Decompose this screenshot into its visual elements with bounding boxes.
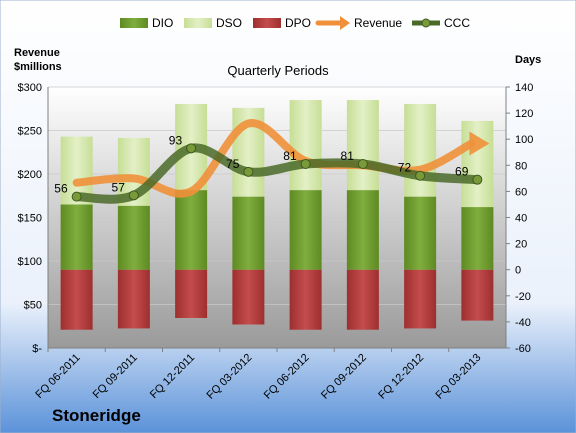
left-tick-label: $200 xyxy=(18,169,42,181)
bar-dio xyxy=(461,207,494,270)
legend-label-dpo: DPO xyxy=(285,16,311,30)
bar-dio xyxy=(117,205,150,270)
left-axis-title-line2: $millions xyxy=(14,61,62,73)
right-tick-label: -60 xyxy=(515,343,531,355)
right-tick-label: -40 xyxy=(515,317,531,329)
labels-group: 56 57 93 75 81 81 72 69 xyxy=(54,133,468,195)
bars-group xyxy=(60,100,494,330)
bar-dpo xyxy=(175,269,208,318)
right-axis-title: Days xyxy=(515,54,541,66)
bar-dio xyxy=(60,204,93,270)
right-tick-label: 80 xyxy=(515,160,527,172)
legend-item-revenue: Revenue xyxy=(315,16,402,30)
lines-group xyxy=(71,119,490,204)
right-tick-label: 60 xyxy=(515,186,527,198)
ccc-data-label: 81 xyxy=(341,149,355,163)
legend-item-dio: DIO xyxy=(120,16,173,30)
legend-swatch-dpo xyxy=(253,18,281,28)
ccc-marker xyxy=(357,158,368,169)
right-tick-label: 40 xyxy=(515,213,527,225)
left-tick-label: $250 xyxy=(18,126,42,138)
legend: DIO DSO DPO Revenue CCC xyxy=(120,16,470,30)
chart-title: Quarterly Periods xyxy=(227,63,329,78)
legend-label-dso: DSO xyxy=(216,16,242,30)
bar-dpo xyxy=(232,269,265,325)
ccc-marker xyxy=(415,170,426,181)
bar-dio xyxy=(232,196,265,270)
bar-dso xyxy=(404,103,437,197)
bar-dpo xyxy=(404,269,437,329)
bar-dso xyxy=(346,100,379,191)
left-axis-title-line1: Revenue xyxy=(14,47,60,59)
ccc-marker xyxy=(186,143,197,154)
right-tick-label: 120 xyxy=(515,108,533,120)
bar-dio xyxy=(175,190,208,270)
ccc-line xyxy=(72,143,482,204)
ccc-data-label: 56 xyxy=(54,182,68,196)
ccc-marker xyxy=(243,166,254,177)
ccc-data-label: 93 xyxy=(169,133,183,147)
ccc-data-label: 57 xyxy=(112,180,126,194)
legend-item-dpo: DPO xyxy=(253,16,311,30)
legend-swatch-dso xyxy=(184,18,212,28)
legend-arrow-revenue xyxy=(340,16,350,30)
ccc-marker xyxy=(300,158,311,169)
bar-dpo xyxy=(346,269,379,330)
bar-dpo xyxy=(461,269,494,321)
left-tick-label: $100 xyxy=(18,256,42,268)
bar-dso xyxy=(289,100,322,191)
right-tick-label: 140 xyxy=(515,82,533,94)
ccc-marker xyxy=(71,191,82,202)
right-tick-label: -20 xyxy=(515,291,531,303)
right-tick-label: 20 xyxy=(515,239,527,251)
left-tick-label: $300 xyxy=(18,82,42,94)
bar-dpo xyxy=(60,269,93,330)
bar-dso xyxy=(461,120,494,208)
revenue-arrowhead xyxy=(469,131,490,156)
left-tick-label: $- xyxy=(32,343,42,355)
ccc-marker xyxy=(128,190,139,201)
bar-dio xyxy=(346,190,379,270)
ccc-data-label: 69 xyxy=(455,165,469,179)
legend-item-dso: DSO xyxy=(184,16,242,30)
bar-dio xyxy=(404,196,437,270)
legend-swatch-dio xyxy=(120,18,148,28)
right-tick-label: 0 xyxy=(515,265,521,277)
left-tick-label: $50 xyxy=(24,300,42,312)
left-tick-label: $150 xyxy=(18,213,42,225)
legend-label-revenue: Revenue xyxy=(354,16,402,30)
legend-label-dio: DIO xyxy=(152,16,173,30)
bar-dpo xyxy=(289,269,322,330)
ccc-data-label: 75 xyxy=(226,157,240,171)
company-name: Stoneridge xyxy=(52,406,141,425)
legend-label-ccc: CCC xyxy=(444,16,470,30)
legend-marker-ccc xyxy=(421,18,431,28)
bar-dio xyxy=(289,190,322,270)
ccc-data-label: 81 xyxy=(283,149,297,163)
right-tick-label: 100 xyxy=(515,134,533,146)
legend-item-ccc: CCC xyxy=(412,16,470,30)
ccc-marker xyxy=(472,174,483,185)
ccc-data-label: 72 xyxy=(398,161,412,175)
bar-dpo xyxy=(117,269,150,329)
